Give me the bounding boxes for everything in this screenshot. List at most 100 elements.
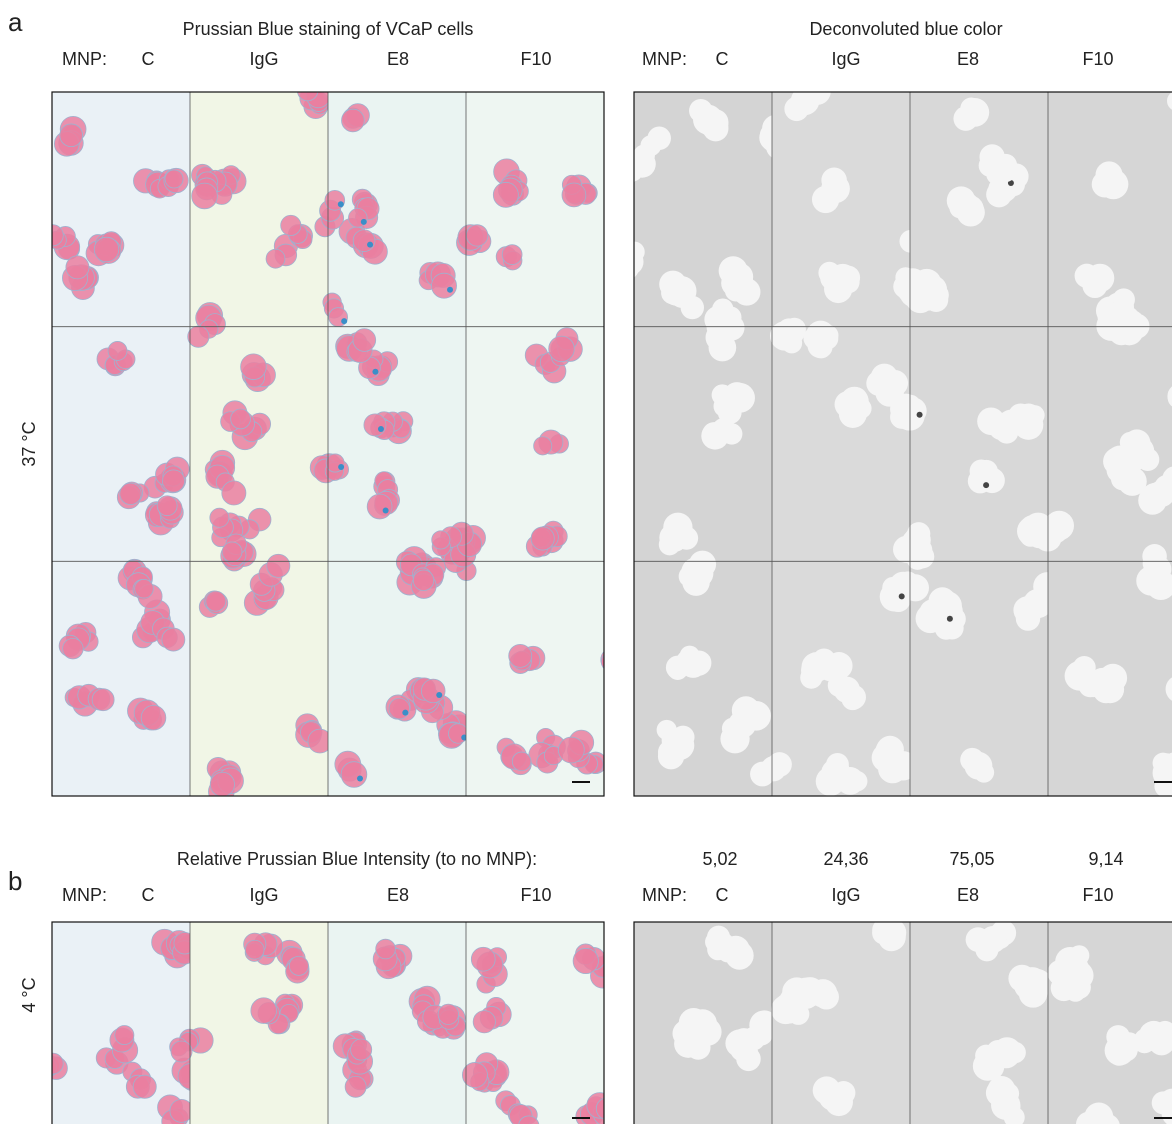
- cell: [353, 230, 375, 252]
- cell-mask: [614, 255, 639, 280]
- cell-mask: [960, 98, 982, 120]
- cell-mask: [604, 256, 625, 277]
- cell-mask: [1016, 606, 1040, 630]
- cell-mask: [812, 186, 839, 213]
- cell-mask: [813, 1076, 841, 1104]
- cell-mask: [610, 245, 633, 268]
- cell: [94, 237, 119, 262]
- cell-mask: [667, 276, 697, 306]
- cell: [66, 256, 89, 279]
- cell: [376, 939, 396, 959]
- cell: [438, 1004, 458, 1024]
- cell: [171, 1041, 192, 1062]
- dark-deposit: [983, 482, 989, 488]
- column-label: E8: [387, 885, 409, 905]
- cell-mask: [1096, 161, 1123, 188]
- cell: [281, 215, 301, 235]
- cell: [466, 225, 487, 246]
- cell: [42, 1053, 63, 1074]
- column-label: F10: [520, 49, 551, 69]
- figure: a Prussian Blue staining of VCaP cells D…: [0, 0, 1172, 1124]
- cell: [345, 1076, 366, 1097]
- cell-mask: [975, 938, 998, 961]
- page: {"panel_a": {"label": "a", "left_title":…: [0, 0, 1172, 1124]
- cell-mask: [1096, 311, 1126, 341]
- blue-deposit: [367, 242, 373, 248]
- cell-mask: [872, 921, 895, 944]
- cell: [611, 653, 635, 677]
- cell: [92, 689, 114, 711]
- cell-mask: [809, 335, 832, 358]
- panel-letter: b: [8, 866, 22, 896]
- cell: [549, 336, 575, 362]
- cell-mask: [1117, 444, 1141, 468]
- column-label: E8: [957, 885, 979, 905]
- panel-letter: a: [8, 7, 23, 37]
- cell: [353, 329, 376, 352]
- cell-mask: [929, 600, 958, 629]
- cell: [493, 182, 518, 207]
- cell: [289, 956, 308, 975]
- cell: [341, 762, 367, 788]
- column-label: C: [142, 885, 155, 905]
- micrograph: [37, 922, 621, 1124]
- cell: [60, 124, 83, 147]
- cell: [63, 638, 84, 659]
- cell: [241, 354, 267, 380]
- cell: [596, 1098, 618, 1120]
- cell: [562, 183, 586, 207]
- cell: [170, 1099, 193, 1122]
- column-label: F10: [520, 885, 551, 905]
- cell: [531, 527, 554, 550]
- intensity-value: 5,02: [702, 849, 737, 869]
- cell: [141, 705, 166, 730]
- left-title: Prussian Blue staining of VCaP cells: [183, 19, 474, 39]
- cell-mask: [783, 318, 806, 341]
- cell: [192, 183, 218, 209]
- cell-mask: [900, 398, 926, 424]
- cell-mask: [841, 688, 863, 710]
- blue-deposit: [402, 710, 408, 716]
- cell-mask: [1008, 965, 1035, 992]
- dark-deposit: [947, 616, 953, 622]
- cell: [135, 579, 154, 598]
- cell-mask: [658, 740, 683, 765]
- intensity-value: 24,36: [823, 849, 868, 869]
- image-tile: [634, 92, 772, 796]
- column-label: C: [716, 49, 729, 69]
- cell: [367, 494, 392, 519]
- blue-deposit: [383, 508, 389, 514]
- blue-deposit: [357, 776, 363, 782]
- cell: [231, 409, 251, 429]
- cell-mask: [839, 400, 867, 428]
- blue-deposit: [447, 287, 453, 293]
- blue-deposit: [436, 692, 442, 698]
- cell: [607, 648, 633, 674]
- cell: [108, 341, 127, 360]
- mnp-label: MNP:: [642, 49, 687, 69]
- cell-mask: [1109, 1046, 1129, 1066]
- micrograph: [42, 80, 635, 804]
- cell-mask: [720, 724, 749, 753]
- cell-mask: [694, 1018, 722, 1046]
- cell: [502, 245, 522, 265]
- cell: [222, 481, 246, 505]
- dark-deposit: [917, 412, 923, 418]
- dark-deposit: [899, 593, 905, 599]
- mnp-label: MNP:: [62, 49, 107, 69]
- intensity-label: Relative Prussian Blue Intensity (to no …: [177, 849, 537, 869]
- cell-mask: [622, 161, 643, 182]
- blue-deposit: [338, 201, 344, 207]
- cell-mask: [734, 1041, 758, 1065]
- cell: [206, 591, 226, 611]
- mnp-label: MNP:: [642, 885, 687, 905]
- cell: [165, 170, 183, 188]
- cell: [115, 1025, 134, 1044]
- cell: [509, 644, 532, 667]
- cell: [432, 531, 450, 549]
- cell-mask: [828, 277, 851, 300]
- cell: [534, 437, 552, 455]
- cell-mask: [968, 469, 993, 494]
- cell-mask: [666, 656, 690, 680]
- cell-mask: [1096, 675, 1124, 703]
